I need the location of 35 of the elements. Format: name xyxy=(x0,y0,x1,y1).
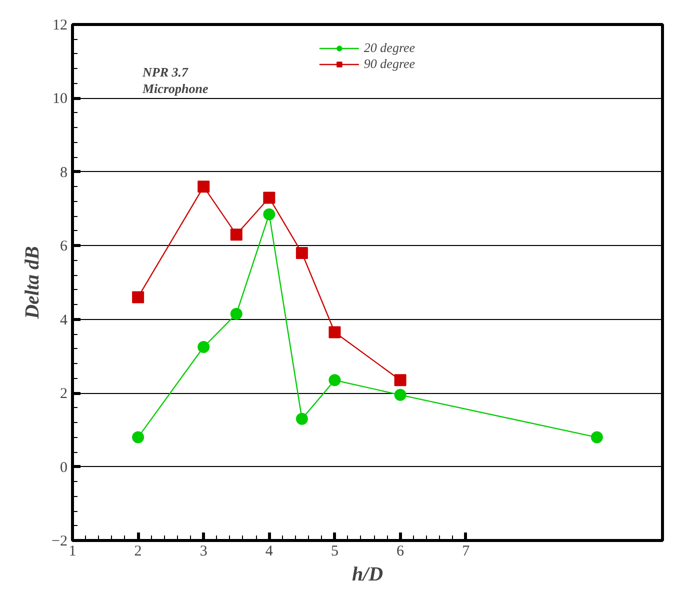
point xyxy=(590,431,603,444)
point xyxy=(394,374,406,386)
y-tick-label: 4 xyxy=(60,312,68,328)
annotation: NPR 3.7 Microphone xyxy=(142,64,208,96)
y-tick-label: 8 xyxy=(60,164,68,181)
x-tick-label: 7 xyxy=(462,544,470,560)
x-tick-label: 6 xyxy=(396,544,405,560)
y-tick-label: 10 xyxy=(52,91,68,108)
point xyxy=(296,412,308,425)
point xyxy=(263,208,276,220)
point xyxy=(328,326,341,338)
y-tick-label: 12 xyxy=(52,18,68,34)
x-tick-label: 5 xyxy=(330,544,338,560)
x-tick-label: 1 xyxy=(68,544,76,560)
y-tick-label: 2 xyxy=(60,386,68,402)
y-axis-title: Delta dB xyxy=(22,246,44,320)
x-tick-label: 4 xyxy=(265,544,274,560)
point xyxy=(198,341,210,353)
y-tick-label: 6 xyxy=(60,238,68,255)
point xyxy=(230,228,242,241)
point xyxy=(132,431,144,444)
point xyxy=(132,291,144,304)
point xyxy=(394,388,406,401)
y-tick-label: 0 xyxy=(60,460,68,476)
x-axis-title: h/D xyxy=(352,564,384,586)
point xyxy=(198,180,210,193)
point xyxy=(263,192,276,204)
x-tick-label: 3 xyxy=(200,544,208,560)
point xyxy=(328,374,341,386)
point xyxy=(230,308,242,320)
legend-label: 90 degree xyxy=(364,56,416,72)
point xyxy=(296,247,308,260)
x-tick-label: 2 xyxy=(134,544,142,560)
legend-label: 20 degree xyxy=(364,40,416,56)
y-tick-label: −2 xyxy=(52,534,68,550)
